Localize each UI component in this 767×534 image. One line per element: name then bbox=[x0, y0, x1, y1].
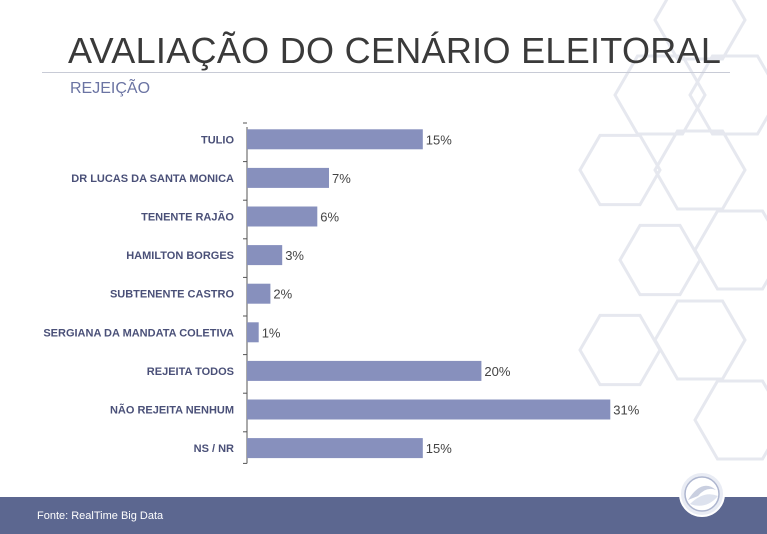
chart-subtitle: REJEIÇÃO bbox=[70, 80, 151, 97]
value-label: 3% bbox=[285, 248, 304, 263]
hexagon-shape bbox=[578, 313, 662, 387]
title-divider bbox=[42, 72, 730, 73]
category-label: DR LUCAS DA SANTA MONICA bbox=[71, 173, 234, 185]
value-label: 20% bbox=[484, 364, 510, 379]
category-label: TENENTE RAJÃO bbox=[141, 211, 234, 224]
source-note: Fonte: RealTime Big Data bbox=[37, 510, 164, 522]
bar bbox=[247, 283, 271, 304]
value-label: 6% bbox=[320, 210, 339, 225]
hexagon-shape bbox=[578, 133, 662, 207]
category-label: HAMILTON BORGES bbox=[126, 250, 234, 262]
hexagon-shape bbox=[653, 0, 747, 61]
bar bbox=[247, 167, 329, 188]
hexagon-shape bbox=[618, 223, 702, 297]
category-label: TULIO bbox=[201, 134, 234, 146]
bar bbox=[247, 360, 482, 381]
bar bbox=[247, 322, 259, 343]
value-label: 7% bbox=[332, 171, 351, 186]
bar bbox=[247, 129, 423, 150]
value-label: 15% bbox=[426, 441, 452, 456]
bar bbox=[247, 206, 318, 227]
category-label: REJEITA TODOS bbox=[147, 366, 234, 378]
value-label: 2% bbox=[273, 287, 292, 302]
hexagon-shape bbox=[688, 54, 767, 136]
value-label: 15% bbox=[426, 132, 452, 147]
hexagon-shape bbox=[693, 379, 767, 461]
value-label: 31% bbox=[613, 403, 639, 418]
category-label: NS / NR bbox=[194, 443, 234, 455]
page-title: AVALIAÇÃO DO CENÁRIO ELEITORAL bbox=[68, 30, 722, 71]
category-label: SUBTENENTE CASTRO bbox=[110, 289, 235, 301]
hexagon-shape bbox=[653, 129, 747, 211]
broadcaster-logo-icon bbox=[679, 471, 725, 517]
bar bbox=[247, 438, 423, 459]
value-label: 1% bbox=[262, 325, 281, 340]
category-label: SERGIANA DA MANDATA COLETIVA bbox=[43, 327, 234, 339]
bar bbox=[247, 399, 611, 420]
bar bbox=[247, 245, 283, 266]
hexagon-shape bbox=[613, 54, 707, 136]
category-label: NÃO REJEITA NENHUM bbox=[110, 404, 234, 417]
footer-bar: Fonte: RealTime Big Data bbox=[0, 497, 767, 534]
